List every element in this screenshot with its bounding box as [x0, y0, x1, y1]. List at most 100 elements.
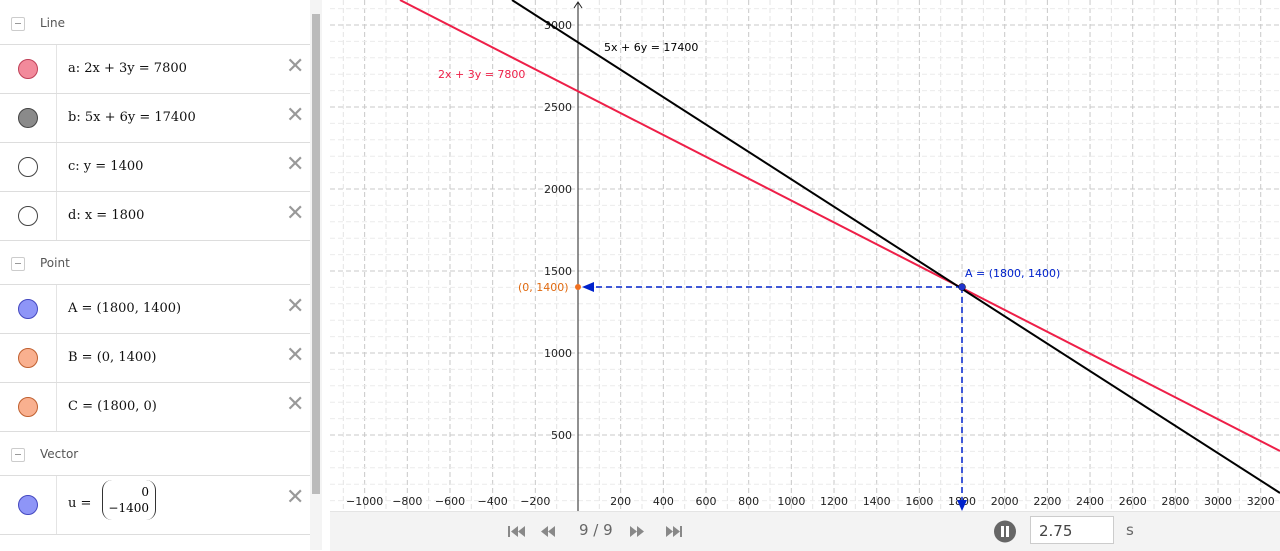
x-tick-label: −600 — [435, 495, 465, 508]
x-tick-label: 2400 — [1076, 495, 1104, 508]
visibility-toggle[interactable] — [18, 206, 38, 226]
scrollbar[interactable] — [310, 0, 322, 550]
point-b — [575, 284, 581, 290]
delete-button[interactable]: ✕ — [286, 343, 305, 368]
y-tick-label: 2500 — [544, 101, 572, 114]
player-icons — [508, 520, 1016, 543]
player-bar: 9 / 9 2.75 s — [330, 511, 1280, 551]
visibility-cell — [0, 285, 57, 333]
delete-button[interactable]: ✕ — [286, 103, 305, 128]
delete-button[interactable]: ✕ — [286, 294, 305, 319]
y-tick-label: 500 — [551, 429, 572, 442]
delete-button[interactable]: ✕ — [286, 54, 305, 79]
collapse-toggle[interactable] — [11, 257, 25, 271]
matrix-entry: 0 — [141, 485, 149, 499]
x-tick-label: 2800 — [1161, 495, 1189, 508]
algebra-row[interactable]: B = (0, 1400) ✕ — [0, 333, 310, 383]
graphics-bg — [330, 0, 1280, 511]
x-tick-label: 2600 — [1119, 495, 1147, 508]
algebra-row[interactable]: d: x = 1800 ✕ — [0, 191, 310, 241]
x-tick-label: 200 — [610, 495, 631, 508]
last-button[interactable] — [666, 526, 682, 537]
next-button[interactable] — [630, 526, 644, 537]
speed-unit: s — [1126, 521, 1134, 539]
algebra-text: d: x = 1800 — [68, 208, 145, 223]
collapse-toggle[interactable] — [11, 17, 25, 31]
algebra-row[interactable]: u = 0 −1400 ✕ — [0, 475, 310, 535]
visibility-toggle[interactable] — [18, 397, 38, 417]
visibility-toggle[interactable] — [18, 59, 38, 79]
group-header[interactable]: Line — [0, 0, 310, 44]
prev-button[interactable] — [541, 526, 555, 537]
vector-matrix: 0 −1400 — [102, 480, 156, 520]
group-title: Line — [40, 16, 66, 30]
visibility-cell — [0, 45, 57, 93]
collapse-toggle[interactable] — [11, 448, 25, 462]
step-counter: 9 / 9 — [579, 521, 613, 539]
x-tick-label: 600 — [696, 495, 717, 508]
x-tick-label: 3000 — [1204, 495, 1232, 508]
algebra-view: Line a: 2x + 3y = 7800 ✕ b: 5x + 6y = 17400… — [0, 0, 311, 550]
visibility-cell — [0, 334, 57, 382]
x-tick-label: 1200 — [820, 495, 848, 508]
x-tick-label: 400 — [653, 495, 674, 508]
visibility-cell — [0, 192, 57, 240]
line-label: 5x + 6y = 17400 — [604, 41, 698, 54]
point-label: A = (1800, 1400) — [965, 267, 1060, 280]
x-tick-label: 2200 — [1033, 495, 1061, 508]
algebra-text: A = (1800, 1400) — [68, 301, 182, 316]
delete-button[interactable]: ✕ — [286, 201, 305, 226]
pause-button[interactable] — [994, 520, 1016, 543]
vector-arrow — [582, 282, 594, 292]
visibility-toggle[interactable] — [18, 299, 38, 319]
y-axis-arrow — [573, 1, 583, 9]
line-a — [399, 0, 1280, 452]
group-header[interactable]: Vector — [0, 431, 310, 475]
visibility-toggle[interactable] — [18, 157, 38, 177]
graphics-view: −1000 −800 −600 −400 −200 200 400 600 800 1000 120… — [330, 0, 1280, 511]
delete-button[interactable]: ✕ — [286, 152, 305, 177]
x-tick-label: 1600 — [905, 495, 933, 508]
first-button[interactable] — [508, 526, 525, 537]
y-tick-label: 1000 — [544, 347, 572, 360]
visibility-cell — [0, 94, 57, 142]
matrix-entry: −1400 — [108, 501, 149, 515]
group-header[interactable]: Point — [0, 240, 310, 284]
y-tick-label: 2000 — [544, 183, 572, 196]
algebra-row[interactable]: C = (1800, 0) ✕ — [0, 382, 310, 432]
algebra-text: c: y = 1400 — [68, 159, 144, 174]
scroll-thumb[interactable] — [312, 14, 320, 494]
algebra-row[interactable]: b: 5x + 6y = 17400 ✕ — [0, 93, 310, 143]
algebra-text: a: 2x + 3y = 7800 — [68, 61, 187, 76]
x-tick-label: 3200 — [1247, 495, 1275, 508]
x-tick-label: −200 — [520, 495, 550, 508]
visibility-toggle[interactable] — [18, 108, 38, 128]
group-title: Point — [40, 256, 70, 270]
algebra-text: u = — [68, 496, 92, 511]
visibility-cell — [0, 383, 57, 431]
x-tick-label: −400 — [478, 495, 508, 508]
x-tick-label: −800 — [392, 495, 422, 508]
y-tick-label: 1500 — [544, 265, 572, 278]
point-label: (0, 1400) — [518, 281, 569, 294]
y-tick-label: 3000 — [544, 19, 572, 32]
group-title: Vector — [40, 447, 79, 461]
line-b — [511, 0, 1280, 494]
delete-button[interactable]: ✕ — [286, 392, 305, 417]
x-tick-label: 800 — [738, 495, 759, 508]
point-a — [958, 283, 966, 291]
visibility-toggle[interactable] — [18, 495, 38, 515]
visibility-toggle[interactable] — [18, 348, 38, 368]
algebra-text: C = (1800, 0) — [68, 399, 157, 414]
speed-input[interactable]: 2.75 — [1030, 516, 1114, 544]
algebra-text: b: 5x + 6y = 17400 — [68, 110, 196, 125]
delete-button[interactable]: ✕ — [286, 485, 305, 510]
x-tick-label: −1000 — [346, 495, 383, 508]
algebra-text: B = (0, 1400) — [68, 350, 157, 365]
x-tick-label: 2000 — [991, 495, 1019, 508]
x-tick-label: 1000 — [777, 495, 805, 508]
line-label: 2x + 3y = 7800 — [438, 68, 525, 81]
x-tick-label: 1400 — [863, 495, 891, 508]
vector-arrow — [957, 500, 967, 511]
